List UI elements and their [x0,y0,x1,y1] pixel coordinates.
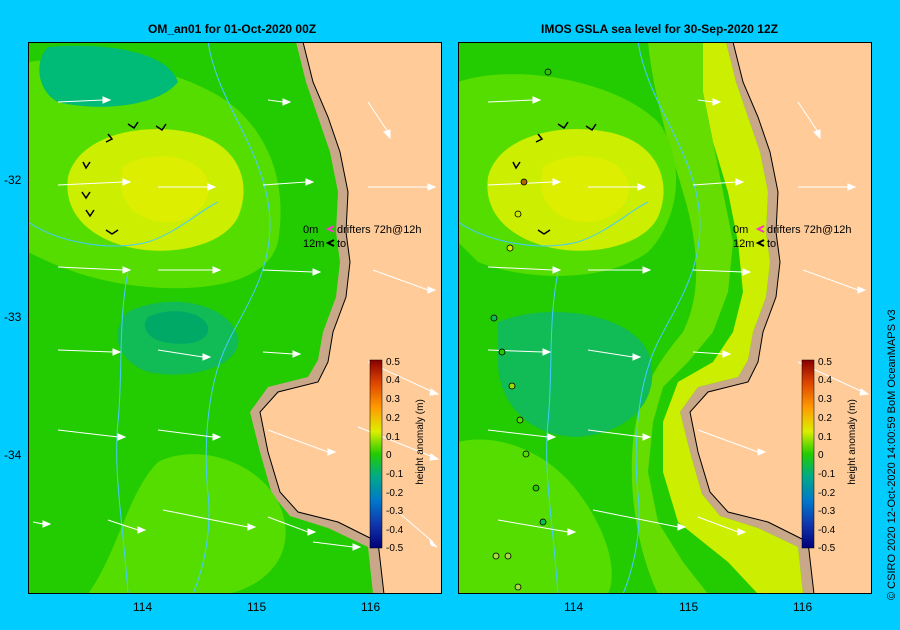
colorbar-tick: 0.2 [818,413,832,424]
colorbar: 0.5 0.4 0.3 0.2 0.1 0 -0.1 -0.2 -0.3 -0.… [801,357,858,554]
drifter-legend: 0m 12m drifters 72h@12h to [733,224,852,250]
right-map-svg: 0m 12m drifters 72h@12h to 0 [458,42,872,594]
legend-depth-surface: 0m [303,224,318,236]
colorbar-tick: 0.5 [386,357,400,368]
colorbar-tick: 0 [386,450,392,461]
x-tick-label: 114 [133,600,153,614]
bathymetry-contour [28,201,219,247]
drifter-markers [512,121,597,235]
colorbar-tick: 0.3 [818,394,832,405]
left-map-svg: 0m 12m drifters 72h@12h to [28,42,442,594]
legend-depth-surface: 0m [733,224,748,236]
y-tick-label: -33 [4,310,22,324]
coastline [689,42,815,594]
colorbar-tick: -0.4 [818,525,836,536]
drifter-legend: 0m 12m drifters 72h@12h to [303,224,422,250]
x-tick-label: 114 [564,600,584,614]
drifter-markers [81,121,167,235]
colorbar-tick: -0.2 [386,488,404,499]
bathymetry-contour [458,201,649,247]
light-green-zone [631,42,733,594]
map-frame [458,42,872,594]
colorbar-tick: 0.5 [818,357,832,368]
current-vectors [487,96,870,536]
coastline [259,42,385,594]
right-map-title: IMOS GSLA sea level for 30-Sep-2020 12Z [541,22,778,36]
low-area [39,45,178,107]
colorbar-tick: 0.4 [818,375,832,386]
bathymetry-contour [192,42,271,594]
colorbar-tick: 0.2 [386,413,400,424]
colorbar-tick: -0.3 [818,506,836,517]
altimeter-track-points [490,68,552,591]
colorbar-tick: -0.5 [818,543,836,554]
colorbar-tick: 0 [818,450,824,461]
left-map-title: OM_an01 for 01-Oct-2020 00Z [148,22,317,36]
colorbar-tick: -0.1 [818,469,836,480]
x-tick-label: 115 [247,600,267,614]
y-tick-label: -32 [4,173,22,187]
x-tick-label: 115 [679,600,699,614]
y-tick-label: -34 [4,448,22,462]
light-green-zone [88,454,286,594]
colorbar-label: height anomaly (m) [415,399,426,485]
copyright-notice: © CSIRO 2020 12-Oct-2020 14:00:59 BoM Oc… [886,309,898,600]
colorbar-tick: 0.3 [386,394,400,405]
left-map-panel: 0m 12m drifters 72h@12h to [28,42,442,594]
map-frame [28,42,442,594]
bathymetry-contour [546,271,559,594]
colorbar-tick: -0.1 [386,469,404,480]
x-tick-label: 116 [793,600,813,614]
bathymetry-contour [622,42,701,594]
eddy-core [541,156,629,223]
legend-drifters-label: drifters 72h@12h [767,224,852,236]
legend-to-label: to [767,238,776,250]
colorbar-tick: -0.3 [386,506,404,517]
colorbar-tick: -0.2 [818,488,836,499]
colorbar-label: height anomaly (m) [847,399,858,485]
eddy-core [121,156,209,223]
legend-depth-12m: 12m [303,238,324,250]
colorbar-tick: 0.1 [386,432,400,443]
colorbar: 0.5 0.4 0.3 0.2 0.1 0 -0.1 -0.2 -0.3 -0.… [369,357,426,554]
bathymetry-contour [116,271,129,594]
low-area [498,312,653,437]
legend-to-label: to [337,238,346,250]
legend-depth-12m: 12m [733,238,754,250]
colorbar-tick: -0.5 [386,543,404,554]
x-tick-label: 116 [361,600,381,614]
colorbar-tick: -0.4 [386,525,404,536]
coastal-high [663,42,803,594]
colorbar-tick: 0.4 [386,375,400,386]
low-area [144,311,209,344]
legend-drifters-label: drifters 72h@12h [337,224,422,236]
right-map-panel: 0m 12m drifters 72h@12h to 0 [458,42,872,594]
colorbar-tick: 0.1 [818,432,832,443]
